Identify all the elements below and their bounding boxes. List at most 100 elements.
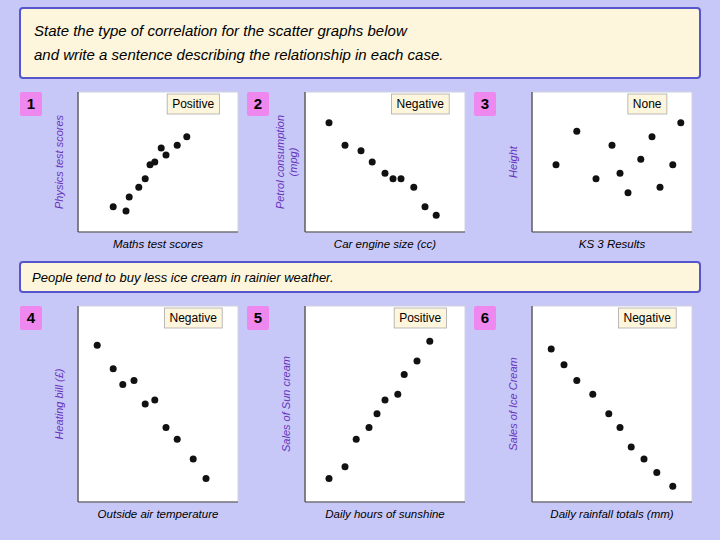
point [637,156,644,163]
correlation-label: Negative [624,311,672,325]
y-axis [304,306,305,502]
plot-area [78,306,238,502]
correlation-box [167,94,219,114]
point [573,377,580,384]
points [94,342,210,482]
points [553,119,685,196]
plot-area [532,92,692,232]
correlation-label: Positive [399,311,441,325]
point [605,410,612,417]
point [190,455,197,462]
point [628,444,635,451]
point [548,346,555,353]
x-axis [532,501,692,502]
point [158,145,165,152]
y-axis-label: Sales of Sun cream [280,356,292,452]
points [548,346,677,490]
point [669,161,676,168]
point [625,189,632,196]
point [126,194,133,201]
panel: 5 Positive Sales of Sun cream Daily hours o… [247,306,465,520]
x-axis [78,501,238,502]
y-axis [304,92,305,232]
y-axis [77,92,78,232]
point [641,455,648,462]
text-line: Height [507,145,519,178]
points [326,119,440,218]
point [342,142,349,149]
panel: 6 Negative Sales of Ice Cream Daily rainfal… [474,306,692,520]
y-axis [531,92,532,232]
panel-number: 4 [27,309,36,326]
point [326,475,333,482]
point [382,170,389,177]
panel: 4NegativeHeating bill (£)Outside air tem… [20,306,238,520]
point [119,381,126,388]
point [203,475,210,482]
text-line: Petrol consumption [273,115,285,209]
points [326,338,434,482]
panel-number: 1 [27,95,35,112]
point [553,161,560,168]
point [573,128,580,135]
point [94,342,101,349]
point [398,175,405,182]
panel: 1PositivePhysics test scoresMaths test s… [20,92,238,250]
correlation-box [628,94,667,114]
title-line: State the type of correlation for the sc… [34,22,408,39]
title-box [20,8,700,78]
point [142,401,149,408]
y-axis-label: Petrol consumption(mpg) [273,115,298,209]
point [110,203,117,210]
x-axis-label: Daily rainfall totals (mm) [550,508,673,520]
panel-badge [474,92,496,116]
point [163,152,170,159]
panel-number: 6 [481,309,489,326]
sentence: People tend to buy less ice cream in rai… [32,270,334,285]
point [110,365,117,372]
point [414,357,421,364]
point [433,212,440,219]
point [617,424,624,431]
x-axis-label: Outside air temperature [98,508,219,520]
point [366,424,373,431]
x-axis [305,231,465,232]
x-axis-label: Car engine size (cc) [334,238,436,250]
correlation-label: Negative [397,97,445,111]
point [151,397,158,404]
point [410,184,417,191]
correlation-box [392,94,450,114]
point [147,161,154,168]
background [0,0,720,540]
point [358,147,365,154]
point [589,391,596,398]
x-axis [78,231,238,232]
correlation-box [394,308,446,328]
x-axis-label: Maths test scores [113,238,203,250]
panel-badge [247,306,269,330]
point [609,142,616,149]
y-axis-label: Physics test scores [53,114,65,209]
y-axis-label: Heating bill (£) [53,368,65,439]
panel: 2NegativePetrol consumption(mpg)Car engi… [247,92,465,250]
point [163,424,170,431]
x-axis-label: KS 3 Results [579,238,646,250]
point [657,184,664,191]
point [342,463,349,470]
points [110,133,191,214]
panel-number: 5 [254,309,262,326]
text-line: Sales of Ice Cream [507,357,519,451]
point [382,397,389,404]
x-axis-label: Daily hours of sunshine [325,508,445,520]
point [653,469,660,476]
point [326,119,333,126]
correlation-box [165,308,223,328]
point [422,203,429,210]
x-axis [305,501,465,502]
sentence-box [20,262,700,292]
point [561,361,568,368]
panel-badge [474,306,496,330]
text-line: Sales of Sun cream [280,356,292,452]
worksheet: State the type of correlation for the sc… [0,0,720,540]
y-axis [531,306,532,502]
